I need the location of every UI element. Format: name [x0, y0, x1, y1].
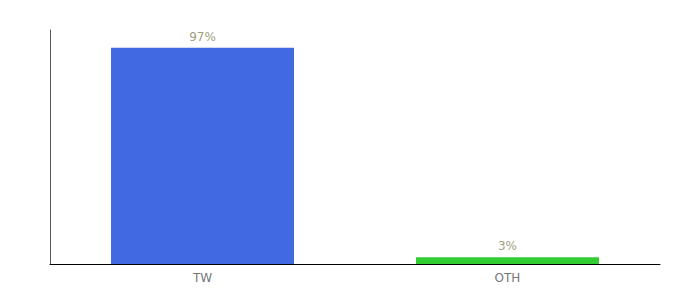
svg-text:3%: 3%: [498, 239, 517, 253]
svg-text:OTH: OTH: [495, 271, 521, 285]
svg-text:TW: TW: [192, 271, 212, 285]
svg-text:97%: 97%: [189, 30, 216, 44]
